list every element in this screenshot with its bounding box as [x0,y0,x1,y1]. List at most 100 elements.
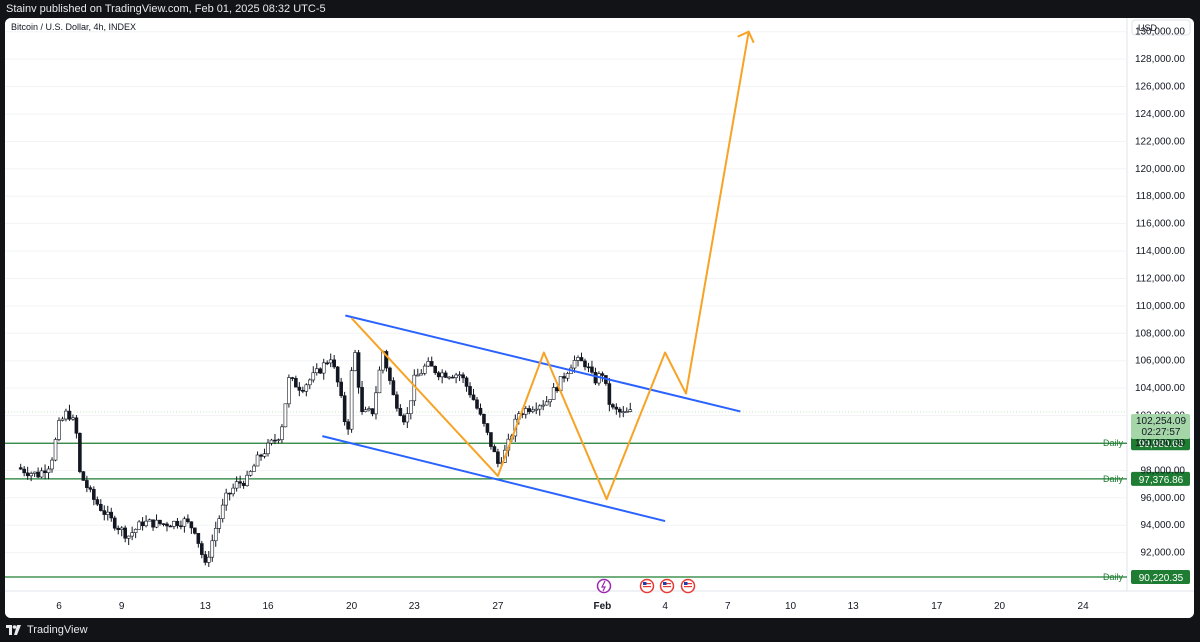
y-tick-label: 116,000.00 [1136,219,1186,230]
candle-bear [489,432,493,447]
candle-bull [130,532,134,537]
candle-bear [186,518,190,523]
candle-bear [92,489,96,500]
candle-bear [193,527,197,534]
x-tick-label: 24 [1078,601,1090,612]
candle-bear [360,387,364,413]
candle-bull [29,473,33,477]
tradingview-logo-icon [6,625,21,635]
candle-bull [311,372,316,381]
time-axis[interactable]: 6 9 13 16 20 23 27 Feb 4 7 10 13 17 20 24 [56,601,1089,612]
candle-bull [217,518,222,529]
channel-line [322,435,666,523]
candle-bull [231,487,235,495]
candle-bull [46,468,51,474]
candle-bear [433,365,438,374]
x-tick-label: 23 [409,601,421,612]
x-tick-label: 9 [119,601,125,612]
y-tick-label: 124,000.00 [1135,109,1185,120]
candle-bull [50,459,54,470]
candle-bull [287,377,291,405]
candle-bear [436,372,441,378]
candle-bear [102,510,107,515]
candle-bear [496,451,500,464]
candle-bear [485,423,490,433]
candle-bear [388,367,392,381]
candle-bear [290,377,295,379]
candle-bull [126,535,131,539]
current-price-box [1131,414,1190,439]
candle-bear [189,521,194,529]
projection-arrowhead [737,30,755,44]
y-tick-label: 120,000.00 [1135,164,1185,175]
daily-level-tag: Daily [1103,474,1124,484]
candle-bull [262,453,267,457]
y-tick-label: 114,000.00 [1136,246,1186,257]
candle-bear [161,523,166,525]
us-flag-event[interactable] [680,578,696,594]
candle-bear [471,394,476,401]
x-tick-label: 6 [56,601,62,612]
publish-line: Stainv published on TradingView.com, Feb… [6,3,326,15]
x-tick-label: 16 [262,601,274,612]
flag-stripe [643,583,651,585]
x-tick-label: Feb [594,601,612,612]
candle-bear [339,381,343,396]
candle-bull [537,405,542,410]
chart-background [5,18,1194,618]
candle-bull [224,492,228,506]
currency-button[interactable] [1131,19,1191,36]
publish-header: Stainv published on TradingView.com, Feb… [0,0,1200,18]
event-markers [596,578,696,594]
daily-level-price: 90,220.35 [1139,573,1184,584]
daily-level-price: 97,376.86 [1139,475,1184,486]
candle-bull [154,519,159,528]
candle-bull [266,442,270,455]
y-tick-label: 122,000.00 [1135,136,1185,147]
flag-stripe [663,583,671,585]
x-tick-label: 13 [200,601,212,612]
candle-bear [618,408,622,413]
candle-bear [168,525,173,528]
candle-bull [248,471,253,476]
candle-bull [206,556,211,563]
us-flag-event[interactable] [659,578,675,594]
candle-bull [245,474,249,486]
flag-canton [643,582,647,585]
candle-bear [356,352,361,388]
candle-bull [53,439,58,461]
price-axis[interactable]: 130,000.00 128,000.00 126,000.00 124,000.00… [1135,27,1185,559]
candle-bull [172,520,176,527]
candle-bear [346,421,350,430]
candle-bear [81,471,86,481]
candle-bear [583,360,587,368]
candle-bear [140,521,145,527]
chart-svg[interactable]: Bitcoin / U.S. Dollar, 4h, INDEX USD Dai… [5,18,1194,618]
flash-event[interactable] [596,578,612,594]
candle-bear [109,511,114,519]
candle-bull [280,426,284,440]
candle-bear [370,408,375,415]
candle-bear [203,554,208,563]
candle-bear [273,439,277,442]
flag-stripe [684,586,692,588]
us-flag-event[interactable] [639,578,655,594]
candle-bull [353,352,357,372]
candle-bull [548,399,552,403]
candle-bull [409,400,413,414]
candle-bear [391,380,396,396]
chart-area[interactable]: Bitcoin / U.S. Dollar, 4h, INDEX USD Dai… [5,18,1194,618]
brand-name: TradingView [27,624,88,636]
y-tick-label: 94,000.00 [1141,520,1186,531]
candle-bear [600,373,605,376]
y-tick-label: 100,000.00 [1135,438,1185,449]
candle-bull [234,481,239,489]
y-tick-label: 112,000.00 [1136,273,1186,284]
candle-bear [241,482,246,486]
x-tick-label: 20 [994,601,1006,612]
y-tick-label: 106,000.00 [1135,356,1185,367]
tradingview-brand[interactable]: TradingView [6,620,88,640]
candle-bull [621,411,626,414]
candle-bear [78,432,82,472]
